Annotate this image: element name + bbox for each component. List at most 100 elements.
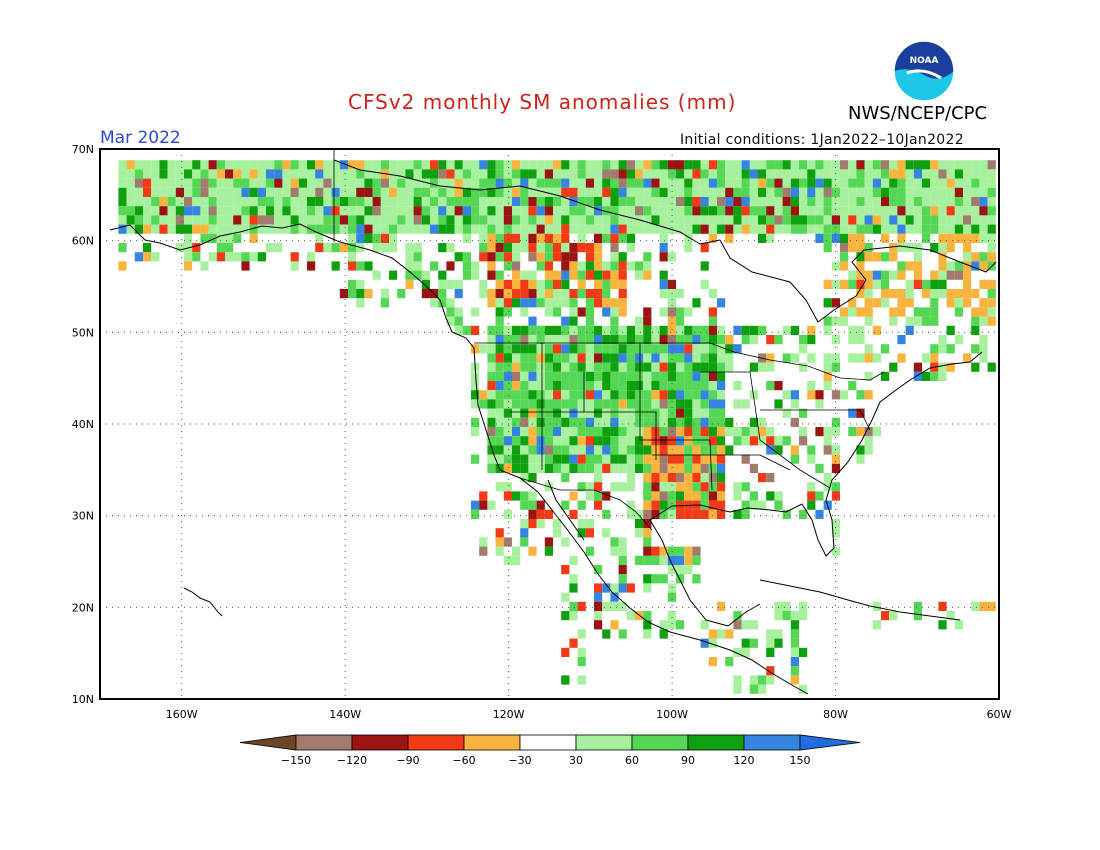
anomaly-cell [758,325,767,335]
anomaly-cell [528,408,537,418]
anomaly-cell [577,270,586,280]
anomaly-cell [667,611,676,621]
anomaly-cell [782,601,791,611]
anomaly-cell [561,197,570,207]
anomaly-cell [913,279,922,289]
anomaly-cell [553,224,562,234]
anomaly-cell [610,224,619,234]
anomaly-cell [626,427,635,437]
anomaly-cell [758,224,767,234]
anomaly-cell [602,390,611,400]
anomaly-cell [569,509,578,519]
anomaly-cell [454,316,463,326]
anomaly-cell [667,454,676,464]
anomaly-cell [577,233,586,243]
logo-text: NOAA [910,56,939,66]
anomaly-cell [348,197,357,207]
anomaly-cell [651,362,660,372]
anomaly-cell [946,243,955,253]
anomaly-cell [561,160,570,170]
anomaly-cell [594,417,603,427]
anomaly-cell [881,344,890,354]
anomaly-cell [528,160,537,170]
anomaly-cell [544,362,553,372]
anomaly-cell [512,178,521,188]
anomaly-cell [487,160,496,170]
anomaly-cell [692,473,701,483]
anomaly-cell [643,408,652,418]
anomaly-cell [594,270,603,280]
anomaly-cell [676,390,685,400]
anomaly-cell [462,325,471,335]
anomaly-cell [479,500,488,510]
anomaly-cell [397,215,406,225]
anomaly-cell [479,160,488,170]
anomaly-cell [684,546,693,556]
anomaly-cell [561,445,570,455]
anomaly-cell [651,390,660,400]
anomaly-cell [553,215,562,225]
anomaly-cell [618,353,627,363]
anomaly-cell [503,399,512,409]
anomaly-cell [503,335,512,345]
anomaly-cell [487,233,496,243]
anomaly-cell [561,261,570,271]
anomaly-cell [216,169,225,179]
anomaly-cell [717,344,726,354]
anomaly-cell [380,243,389,253]
anomaly-cell [807,353,816,363]
anomaly-cell [585,390,594,400]
anomaly-cell [348,261,357,271]
anomaly-cell [471,187,480,197]
anomaly-cell [872,601,881,611]
anomaly-cell [889,178,898,188]
anomaly-cell [569,243,578,253]
anomaly-cell [676,160,685,170]
lon-label: 100W [656,708,688,721]
anomaly-cell [241,160,250,170]
anomaly-cell [717,371,726,381]
anomaly-cell [503,224,512,234]
anomaly-cell [610,344,619,354]
anomaly-cell [733,611,742,621]
anomaly-cell [274,215,283,225]
anomaly-cell [577,325,586,335]
anomaly-cell [971,261,980,271]
anomaly-cell [315,233,324,243]
anomaly-cell [938,261,947,271]
anomaly-cell [454,215,463,225]
anomaly-cell [536,187,545,197]
legend-swatch [687,734,745,751]
anomaly-cell [872,325,881,335]
anomaly-cell [380,224,389,234]
anomaly-cell [585,399,594,409]
anomaly-cell [643,500,652,510]
anomaly-cell [807,491,816,501]
anomaly-cell [577,335,586,345]
anomaly-cell [528,436,537,446]
anomaly-cell [143,243,152,253]
anomaly-cell [618,298,627,308]
anomaly-cell [930,215,939,225]
anomaly-cell [971,344,980,354]
anomaly-cell [626,500,635,510]
anomaly-cell [462,206,471,216]
anomaly-cell [971,187,980,197]
anomaly-cell [421,178,430,188]
anomaly-cell [512,436,521,446]
anomaly-cell [520,160,529,170]
anomaly-cell [364,178,373,188]
anomaly-cell [971,289,980,299]
anomaly-cell [503,555,512,565]
anomaly-cell [430,187,439,197]
anomaly-cell [930,243,939,253]
anomaly-cell [553,399,562,409]
anomaly-cell [782,353,791,363]
anomaly-cell [413,261,422,271]
anomaly-cell [651,491,660,501]
anomaly-cell [536,353,545,363]
anomaly-cell [503,279,512,289]
anomaly-cell [930,178,939,188]
anomaly-cell [848,215,857,225]
anomaly-cell [200,261,209,271]
